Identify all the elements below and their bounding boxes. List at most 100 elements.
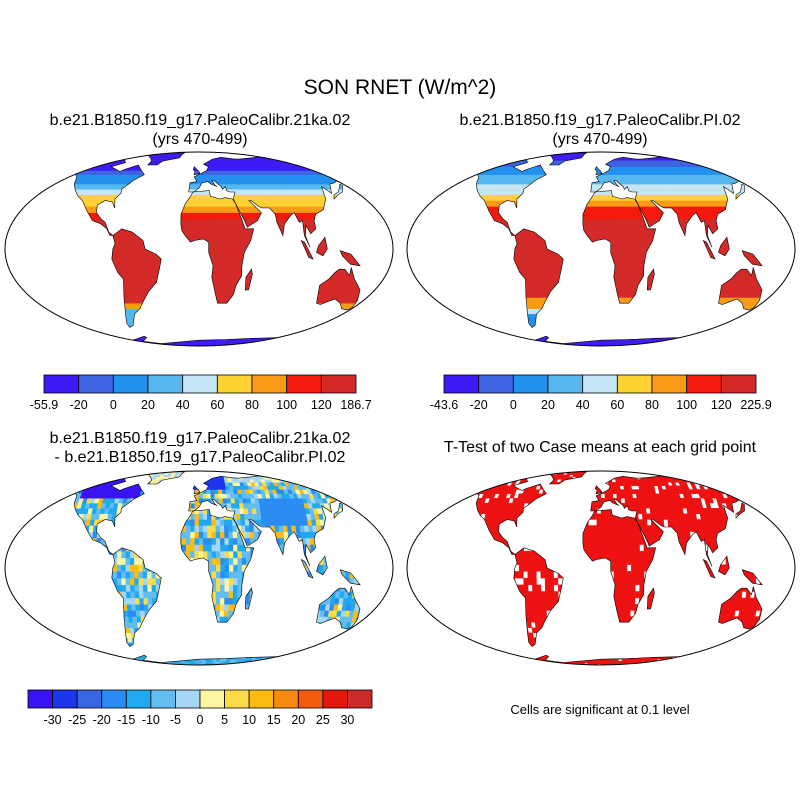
coastline-indonesia2 — [316, 236, 328, 257]
colorbar-tick-label: -30 — [44, 713, 62, 727]
coastline-australia — [718, 586, 763, 630]
colorbar-swatch — [322, 689, 348, 709]
coastline-southAmerica — [111, 547, 162, 647]
coastline-indonesia2 — [718, 236, 730, 257]
coastline-japan — [735, 183, 745, 200]
colorbar-swatch — [76, 689, 103, 709]
colorbar-tick-label: -25 — [68, 713, 86, 727]
colorbar-swatch — [512, 374, 549, 394]
colorbar-swatch — [478, 374, 514, 394]
colorbar-swatch — [125, 689, 152, 709]
colorbars-layer: -55.9 -20 0 20 40 60 80 100 120 186.7 -43.6 -20 0 20 4… — [27, 374, 772, 727]
panel-title-pi: b.e21.B1850.f19_g17.PaleoCalibr.PI.02 (y… — [400, 111, 800, 149]
colorbar-tick-label: 100 — [276, 398, 297, 412]
colorbar-swatch — [78, 374, 114, 394]
map-panel-p4 — [406, 470, 796, 666]
coastline-newGuinea — [741, 250, 763, 267]
colorbar-tick-label: -20 — [70, 398, 88, 412]
colorbar-swatch — [27, 689, 53, 709]
colorbar-swatch — [175, 689, 201, 709]
map-panel-p2 — [406, 151, 796, 347]
colorbar-tick-label: 0 — [510, 398, 517, 412]
colorbar-tick-label: 20 — [141, 398, 155, 412]
colorbar-cb3: -30 -25 -20 -15 -10 -5 0 5 10 15 20 25 30 — [27, 689, 373, 727]
colorbar-swatch — [347, 689, 373, 709]
colorbar-tick-label: 30 — [340, 713, 354, 727]
colorbar-tick-label: -20 — [93, 713, 111, 727]
colorbar-tick-label: 0 — [197, 713, 204, 727]
map-border — [406, 470, 796, 666]
coastline-nz — [364, 623, 381, 639]
colorbar-swatch — [616, 374, 653, 394]
significance-note: Cells are significant at 0.1 level — [510, 702, 690, 717]
colorbar-swatch — [248, 689, 275, 709]
coastline-japan — [333, 183, 343, 200]
coastline-indonesia1 — [702, 239, 716, 260]
colorbar-tick-label: 20 — [291, 713, 305, 727]
panel-title-line1: b.e21.B1850.f19_g17.PaleoCalibr.21ka.02 — [49, 430, 351, 447]
coastline-indonesia2 — [718, 555, 730, 576]
coastline-africa — [180, 509, 255, 623]
colorbar-swatch — [43, 374, 80, 394]
panel-title-line1: T-Test of two Case means at each grid po… — [443, 439, 757, 456]
colorbar-swatch — [251, 374, 288, 394]
coastline-nz — [766, 623, 783, 639]
colorbar-swatch — [150, 689, 176, 709]
panel-title-line2: - b.e21.B1850.f19_g17.PaleoCalibr.PI.02 — [54, 449, 346, 466]
colorbar-tick-label: -10 — [142, 713, 160, 727]
colorbar-tick-label: 10 — [242, 713, 256, 727]
colorbar-tick-label: -55.9 — [30, 398, 59, 412]
colorbar-tick-label: 0 — [110, 398, 117, 412]
colorbar-swatch — [224, 689, 250, 709]
colorbar-tick-label: 100 — [676, 398, 697, 412]
colorbar-tick-label: 25 — [316, 713, 330, 727]
colorbar-swatch — [273, 689, 299, 709]
coastline-newGuinea — [741, 569, 763, 586]
colorbar-tick-label: 20 — [541, 398, 555, 412]
colorbar-swatch — [147, 374, 184, 394]
coastline-southAmerica — [513, 547, 564, 647]
colorbar-swatch — [651, 374, 688, 394]
coastline-indonesia1 — [300, 239, 314, 260]
panel-title-line1: b.e21.B1850.f19_g17.PaleoCalibr.21ka.02 — [49, 112, 351, 129]
coastline-uk — [192, 166, 201, 176]
colorbar-swatch — [547, 374, 584, 394]
figure-title: SON RNET (W/m^2) — [303, 76, 497, 99]
map-border — [4, 470, 394, 666]
coastline-madagascar — [646, 587, 655, 610]
colorbar-tick-label: 40 — [176, 398, 190, 412]
colorbar-tick-label: -43.6 — [430, 398, 459, 412]
coastline-africa — [180, 190, 255, 304]
colorbar-tick-label: 225.9 — [740, 398, 771, 412]
colorbar-swatch — [582, 374, 618, 394]
coastline-japan — [735, 502, 745, 519]
colorbar-tick-label: 60 — [210, 398, 224, 412]
map-border — [4, 151, 394, 347]
panel-title-21ka: b.e21.B1850.f19_g17.PaleoCalibr.21ka.02 … — [0, 111, 400, 149]
coastline-africa — [582, 509, 657, 623]
panel-title-line2: (yrs 470-499) — [152, 131, 248, 148]
colorbar-cb2: -43.6 -20 0 20 40 60 80 100 120 225.9 — [430, 374, 772, 412]
colorbar-cb1: -55.9 -20 0 20 40 60 80 100 120 186.7 — [30, 374, 372, 412]
colorbar-swatch — [286, 374, 322, 394]
colorbar-tick-label: 120 — [711, 398, 732, 412]
coastline-indonesia2 — [316, 555, 328, 576]
coastline-southAmerica — [111, 228, 162, 328]
coastline-uk — [594, 485, 603, 495]
coastline-australia — [316, 267, 361, 311]
coastline-australia — [316, 586, 361, 630]
colorbar-tick-label: -15 — [117, 713, 135, 727]
coastline-africa — [582, 190, 657, 304]
panel-title-line1: b.e21.B1850.f19_g17.PaleoCalibr.PI.02 — [459, 112, 741, 129]
colorbar-swatch — [297, 689, 324, 709]
colorbar-swatch — [686, 374, 722, 394]
colorbar-tick-label: 5 — [221, 713, 228, 727]
colorbar-tick-label: 80 — [645, 398, 659, 412]
colorbar-tick-label: 186.7 — [340, 398, 371, 412]
colorbar-swatch — [443, 374, 480, 394]
coastline-nz — [364, 304, 381, 320]
coastline-uk — [594, 166, 603, 176]
colorbar-swatch — [112, 374, 149, 394]
coastline-southAmerica — [513, 228, 564, 328]
